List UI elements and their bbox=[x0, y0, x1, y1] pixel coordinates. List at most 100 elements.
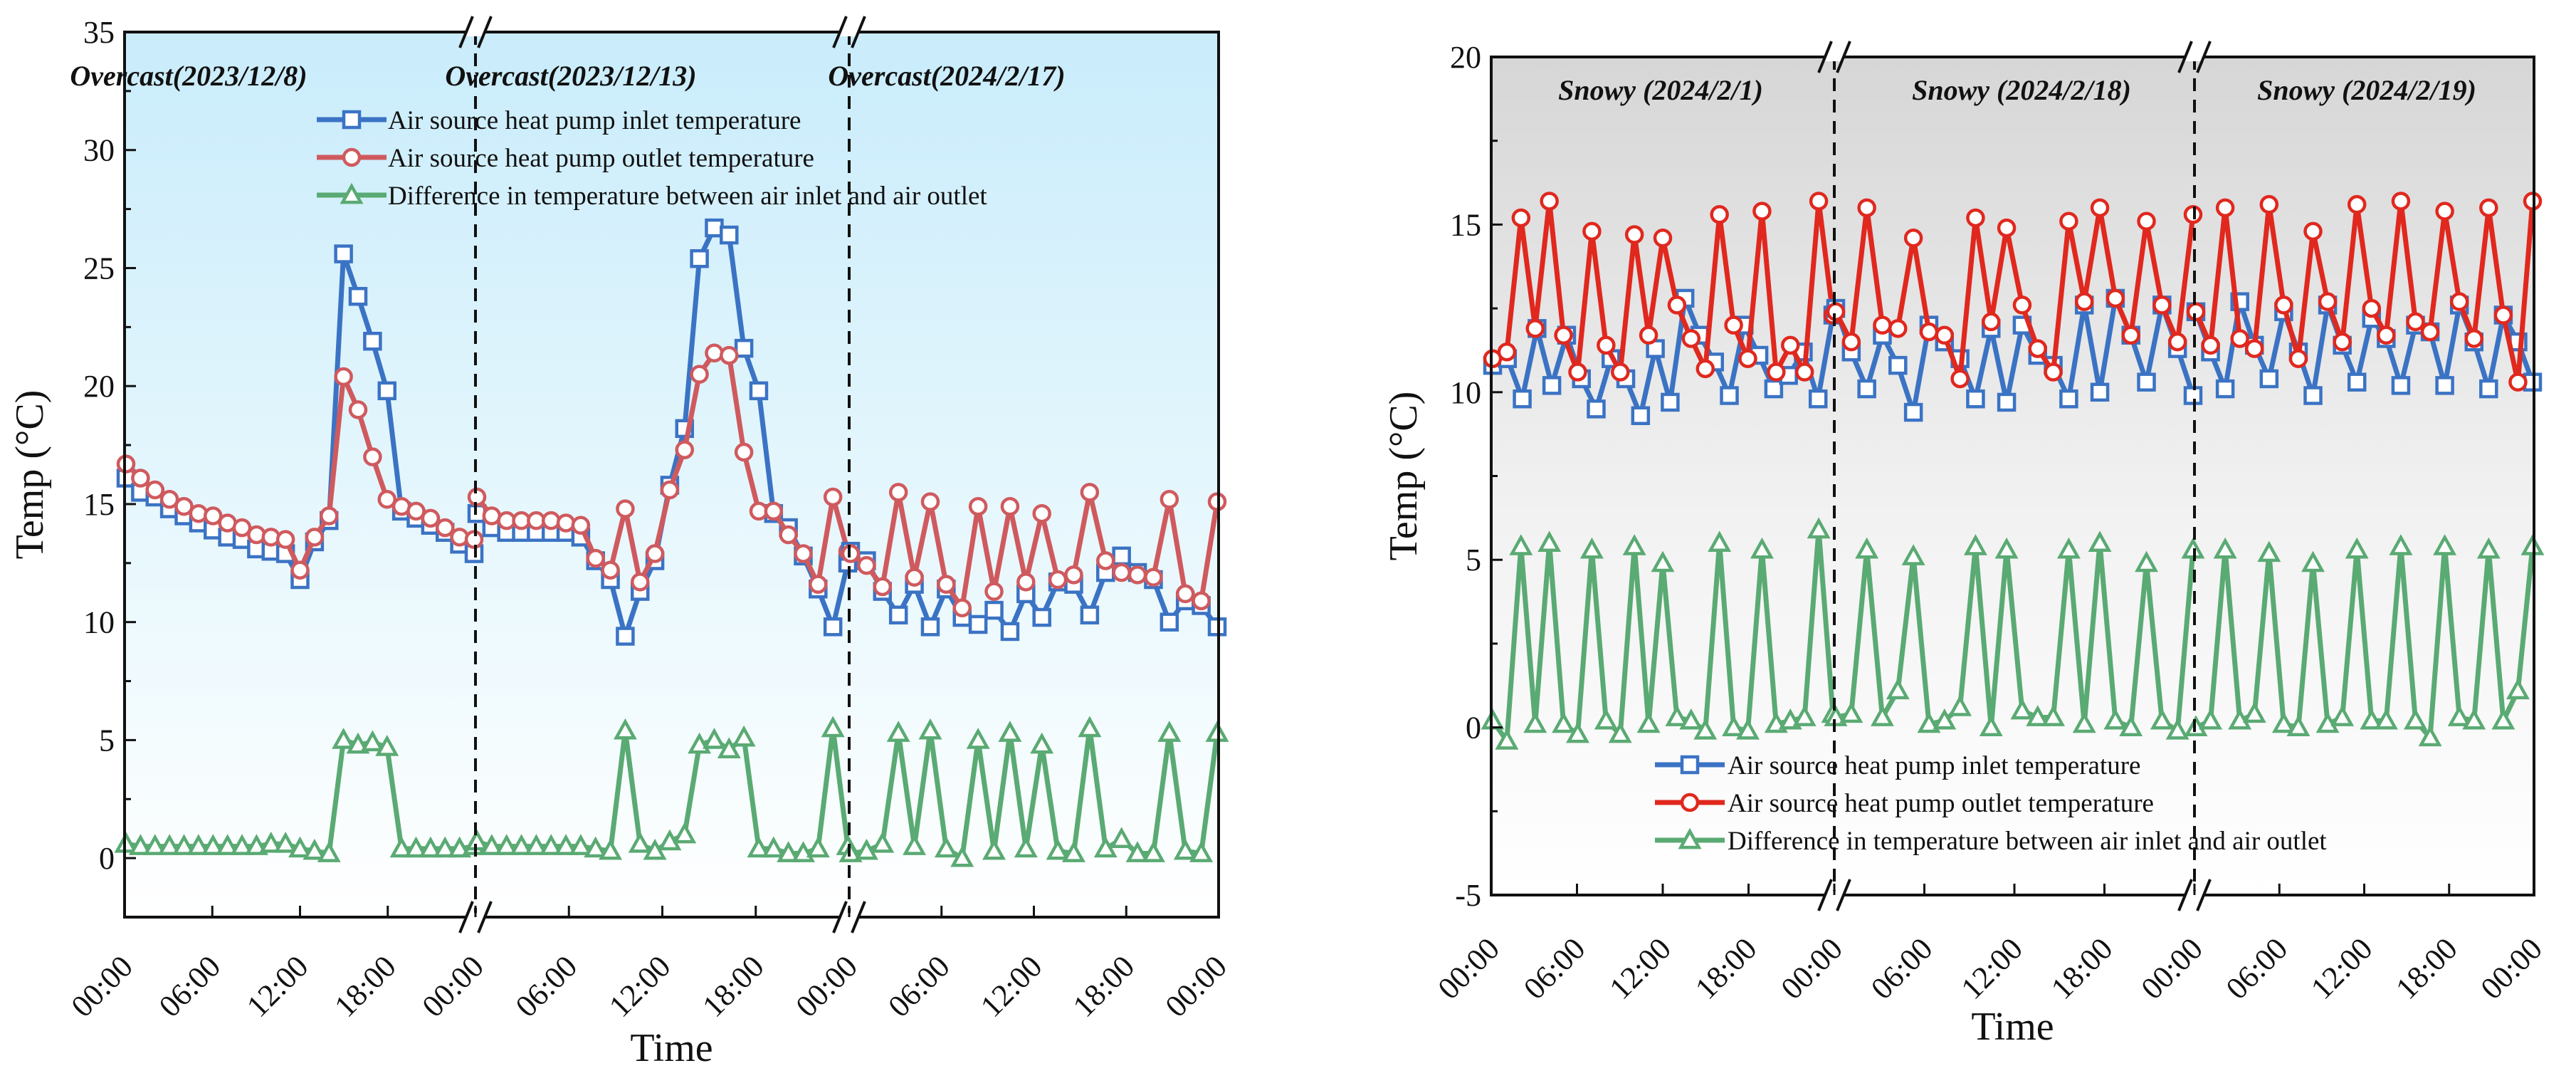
outlet-point bbox=[1738, 349, 1757, 368]
y-tick-label: 30 bbox=[83, 133, 115, 168]
inlet-point bbox=[2215, 379, 2235, 399]
diff-point bbox=[1014, 836, 1038, 858]
axis-break-gap bbox=[839, 28, 859, 36]
series-line-diff-period-3 bbox=[850, 726, 1220, 861]
diff-point bbox=[230, 834, 254, 855]
inlet-point bbox=[1587, 399, 1606, 419]
outlet-point bbox=[794, 544, 813, 563]
outlet-point bbox=[2059, 211, 2078, 231]
legend-marker bbox=[1680, 755, 1700, 775]
x-axis-title: Time bbox=[630, 1026, 713, 1070]
outlet-point bbox=[556, 513, 576, 533]
diff-point bbox=[273, 831, 298, 853]
outlet-point bbox=[1982, 312, 2001, 332]
outlet-point bbox=[1752, 202, 1772, 221]
diff-point bbox=[918, 718, 942, 740]
outlet-point bbox=[1841, 332, 1861, 352]
left-chart: Overcast(2023/12/8) Overcast(2023/12/13) O… bbox=[8, 15, 1234, 1070]
diff-point bbox=[886, 721, 910, 742]
outlet-point bbox=[1611, 362, 1630, 382]
inlet-point bbox=[2259, 369, 2279, 389]
outlet-point bbox=[1857, 198, 1876, 218]
diff-point bbox=[747, 836, 771, 858]
outlet-point bbox=[204, 506, 223, 525]
inlet-point bbox=[984, 600, 1004, 620]
diff-point bbox=[2228, 708, 2252, 730]
axis-break-mark bbox=[2177, 879, 2193, 911]
diff-point bbox=[1636, 711, 1661, 733]
x-tick-label: 18:00 bbox=[2389, 931, 2464, 1006]
outlet-point bbox=[1950, 369, 1970, 389]
outlet-point bbox=[320, 506, 339, 525]
outlet-point bbox=[1794, 362, 1814, 382]
inlet-point bbox=[1000, 622, 1020, 642]
outlet-point bbox=[968, 496, 988, 516]
outlet-point bbox=[1710, 205, 1729, 224]
diff-point bbox=[2360, 708, 2384, 730]
diff-point bbox=[717, 737, 741, 759]
diff-point bbox=[1901, 544, 1925, 565]
outlet-point bbox=[764, 501, 784, 521]
x-tick-label: 18:00 bbox=[2044, 931, 2120, 1006]
diff-point bbox=[599, 838, 623, 860]
x-tick-label: 00:00 bbox=[2474, 931, 2550, 1006]
outlet-point bbox=[2333, 332, 2352, 352]
outlet-point bbox=[2479, 198, 2498, 218]
legend-label: Air source heat pump inlet temperature bbox=[388, 106, 801, 135]
y-axis-title: Temp (°C) bbox=[8, 390, 52, 560]
condition-label: Overcast(2024/2/17) bbox=[828, 60, 1065, 92]
outlet-point bbox=[2121, 325, 2140, 345]
diff-point bbox=[317, 841, 341, 862]
diff-point bbox=[1552, 711, 1576, 733]
diff-point bbox=[934, 836, 958, 858]
legend-label: Difference in temperature between air in… bbox=[1728, 827, 2327, 856]
diff-point bbox=[1566, 721, 1589, 743]
diff-point bbox=[821, 716, 845, 738]
outlet-point bbox=[873, 577, 893, 597]
y-tick-label: 35 bbox=[83, 15, 115, 50]
diff-point bbox=[1855, 537, 1879, 559]
diff-point bbox=[1651, 550, 1675, 572]
diff-point bbox=[259, 831, 283, 853]
outlet-point bbox=[2449, 292, 2469, 311]
diff-point bbox=[186, 834, 211, 855]
diff-point bbox=[702, 728, 726, 749]
diff-point bbox=[1622, 534, 1646, 555]
diff-point bbox=[510, 834, 533, 855]
y-tick-label: 25 bbox=[83, 251, 115, 286]
outlet-point bbox=[2259, 194, 2279, 214]
diff-point bbox=[1157, 721, 1182, 742]
outlet-point bbox=[1873, 315, 1892, 335]
outlet-point bbox=[1540, 192, 1559, 211]
outlet-point bbox=[2230, 329, 2249, 348]
legend-label: Air source heat pump outlet temperature bbox=[1728, 789, 2154, 818]
diff-point bbox=[524, 834, 548, 855]
diff-point bbox=[871, 831, 895, 853]
outlet-point bbox=[145, 480, 164, 500]
diff-point bbox=[2103, 708, 2128, 730]
diff-point bbox=[777, 841, 801, 862]
inlet-point bbox=[1720, 386, 1739, 405]
diff-point bbox=[2213, 537, 2237, 559]
condition-label: Snowy (2024/2/1) bbox=[1558, 74, 1763, 106]
inlet-point bbox=[377, 381, 396, 401]
condition-label: Snowy (2024/2/19) bbox=[2257, 74, 2476, 106]
outlet-point bbox=[1696, 359, 1715, 379]
outlet-point bbox=[436, 518, 455, 538]
outlet-point bbox=[275, 530, 295, 549]
condition-label: Overcast(2023/12/8) bbox=[70, 60, 307, 92]
diff-point bbox=[2072, 711, 2096, 733]
inlet-point bbox=[1631, 406, 1651, 426]
diff-point bbox=[2286, 715, 2310, 736]
outlet-point bbox=[1935, 325, 1955, 345]
inlet-point bbox=[2479, 379, 2498, 399]
outlet-point bbox=[1653, 228, 1673, 248]
diff-point bbox=[2433, 534, 2457, 555]
diff-point bbox=[2041, 705, 2066, 726]
inlet-point bbox=[734, 338, 754, 358]
y-tick-label: 5 bbox=[99, 723, 115, 758]
y-tick-label: -5 bbox=[1455, 878, 1481, 913]
diff-point bbox=[2119, 715, 2143, 736]
diff-point bbox=[157, 834, 182, 855]
diff-point bbox=[1062, 841, 1085, 862]
